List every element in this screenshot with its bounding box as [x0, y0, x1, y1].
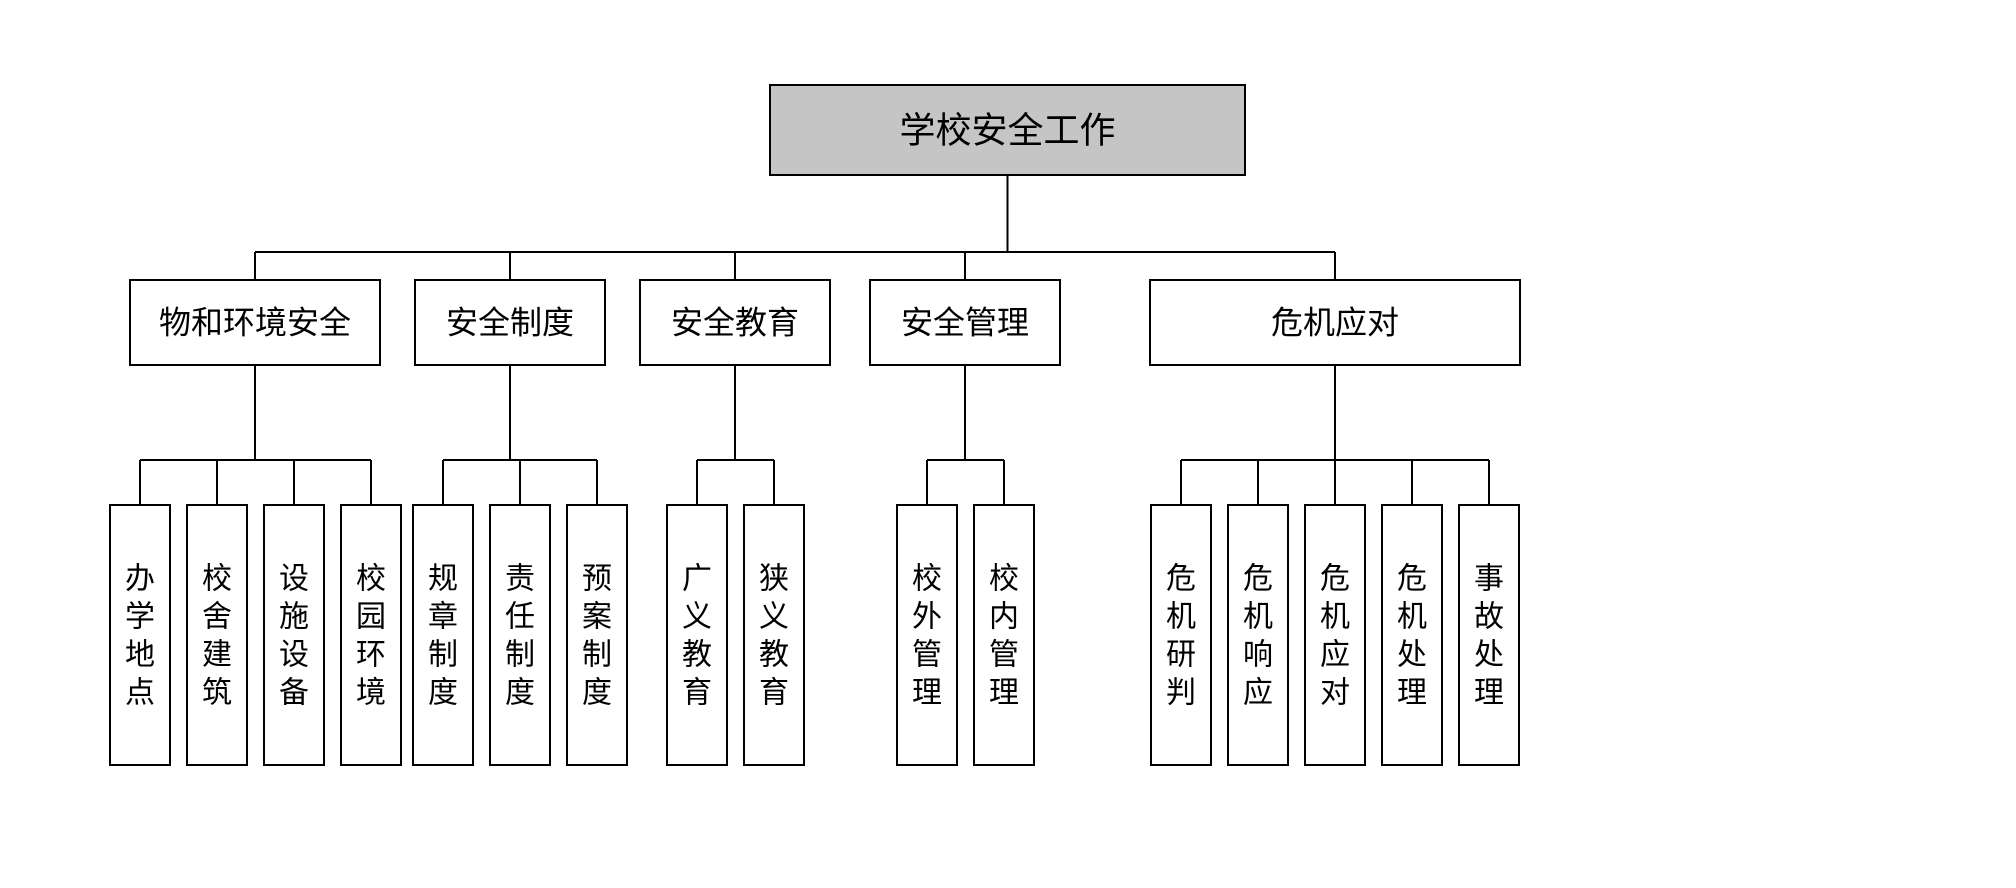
mid-node-label: 安全教育 — [671, 305, 799, 341]
leaf-node — [490, 505, 550, 765]
leaf-node — [744, 505, 804, 765]
leaf-node — [1151, 505, 1211, 765]
leaf-node — [413, 505, 473, 765]
mid-node-label: 危机应对 — [1271, 305, 1399, 341]
root-node-label: 学校安全工作 — [899, 110, 1115, 151]
org-chart: 学校安全工作物和环境安全安全制度安全教育安全管理危机应对办学地点校舍建筑设施设备… — [0, 0, 2016, 888]
leaf-node — [341, 505, 401, 765]
leaf-node — [110, 505, 170, 765]
leaf-node — [1305, 505, 1365, 765]
leaf-node — [264, 505, 324, 765]
leaf-node — [667, 505, 727, 765]
leaf-node — [1228, 505, 1288, 765]
leaf-node — [187, 505, 247, 765]
mid-node-label: 物和环境安全 — [159, 305, 351, 341]
leaf-node — [1459, 505, 1519, 765]
mid-node-label: 安全管理 — [901, 305, 1029, 341]
leaf-node — [1382, 505, 1442, 765]
leaf-node — [897, 505, 957, 765]
mid-node-label: 安全制度 — [446, 305, 574, 341]
leaf-node — [974, 505, 1034, 765]
leaf-node — [567, 505, 627, 765]
